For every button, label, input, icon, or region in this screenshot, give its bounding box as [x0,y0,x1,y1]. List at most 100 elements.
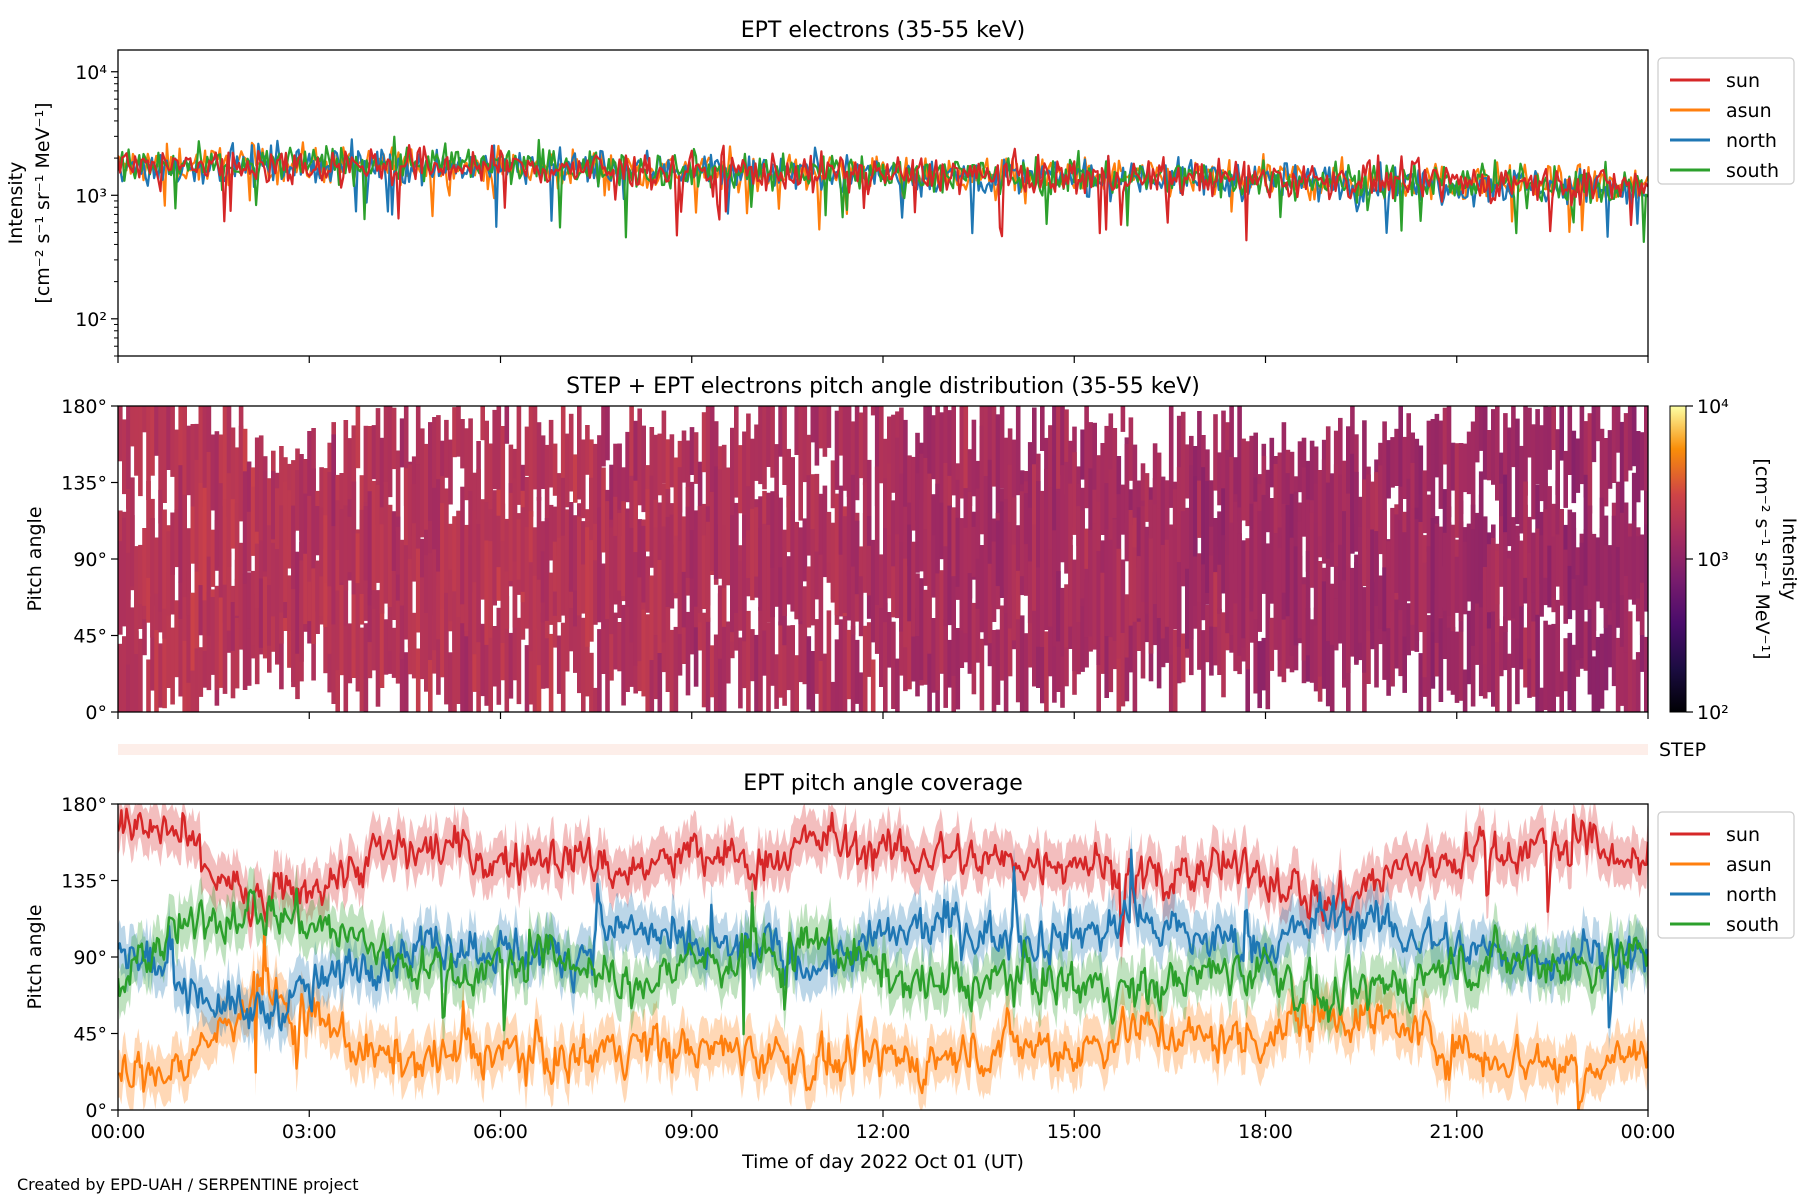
pad-cell [1635,652,1641,712]
pad-cell [887,535,892,599]
pad-cell [742,537,747,642]
pad-cell [721,572,727,627]
pad-cell [597,507,602,623]
pad-cell [448,569,453,622]
legend-label-sun: sun [1726,824,1760,846]
step-strip-panel: STEP [118,739,1706,761]
pad-cell [327,546,332,654]
pad-cell [303,493,308,554]
pad-cell [879,406,884,484]
pad-cell [387,504,393,608]
coverage-band-sun [118,804,1648,970]
pad-cell [323,548,328,628]
pad-cell [142,406,147,433]
pad-cell [1068,536,1073,627]
pad-cell [1579,542,1585,658]
pad-cell [577,597,582,694]
pad-cell [303,508,308,625]
pad-cell [1511,406,1516,468]
pad-cell [1503,616,1508,671]
pad-cell [146,572,151,623]
pad-cell [560,622,566,712]
pad-cell [1019,491,1025,577]
pad-cell [633,480,638,577]
pad-cell [218,434,224,530]
pad-cell [991,541,997,622]
pad-cell [657,433,663,496]
pad-cell [883,478,888,537]
credit-footer: Created by EPD-UAH / SERPENTINE project [17,1175,359,1194]
pad-cell [508,492,514,581]
pad-cell [1406,478,1411,602]
pad-cell [222,575,228,694]
pad-cell [343,624,349,712]
pad-cell [1060,465,1065,563]
pad-cell [1358,563,1363,643]
pad-cell [605,614,610,712]
pad-cell [1197,553,1202,602]
pad-cell [1507,427,1512,547]
pad-cell [1217,452,1222,506]
pad-cell [617,443,622,548]
pad-cell [1217,511,1222,565]
pad-cell [1438,420,1444,509]
pad-cell [806,475,812,556]
pad-cell [790,510,795,612]
pad-cell [609,527,614,635]
pad-cell [1527,552,1532,659]
pad-cell [1499,516,1504,587]
pad-cell [528,562,534,652]
pad-cell [214,585,220,690]
pad-cell [585,623,590,697]
pad-cell [625,582,630,692]
pad-cell [279,505,284,613]
pad-cell [363,623,369,712]
pad-cell [915,473,920,573]
pad-cell [1193,556,1198,606]
pad-cell [1116,548,1122,659]
pad-cell [1338,417,1343,513]
pad-cell [1486,544,1492,613]
pad-cell [1048,549,1053,627]
pad-cell [1482,406,1488,480]
pad-cell [677,467,683,562]
pad-cell [520,507,526,592]
x-tick-label: 15:00 [1047,1121,1102,1143]
pad-cell [134,631,139,712]
pad-cell [520,592,526,640]
pad-cell [1124,594,1130,658]
pad-cell [947,639,952,688]
pad-cell [1410,508,1415,625]
pad-cell [391,407,397,470]
y-tick-label: 10⁴ [75,62,107,84]
pad-cell [891,414,896,493]
pad-cell [637,519,642,598]
pad-cell [411,523,417,582]
pad-cell [1313,522,1319,626]
pad-cell [1346,426,1351,503]
pad-cell [548,419,554,488]
pad-cell [275,545,280,664]
pad-cell [1221,535,1226,594]
pad-cell [1064,461,1069,574]
pad-cell [198,541,204,636]
pad-cell [1265,543,1271,608]
pad-cell [1611,574,1617,687]
pad-cell [548,504,554,561]
pad-cell [307,495,312,582]
pad-cell [1088,468,1093,584]
pad-cell [1148,538,1154,654]
pad-cell [1515,536,1520,639]
pad-cell [1329,608,1335,712]
pad-cell [524,477,530,546]
pad-cell [323,468,328,525]
pad-cell [1217,546,1222,614]
pad-cell [766,406,771,467]
pad-cell [1615,637,1621,712]
pad-cell [581,617,586,712]
pad-cell [222,499,228,585]
pad-cell [170,512,175,575]
pad-cell [1044,631,1049,712]
pad-cell [1205,449,1210,509]
